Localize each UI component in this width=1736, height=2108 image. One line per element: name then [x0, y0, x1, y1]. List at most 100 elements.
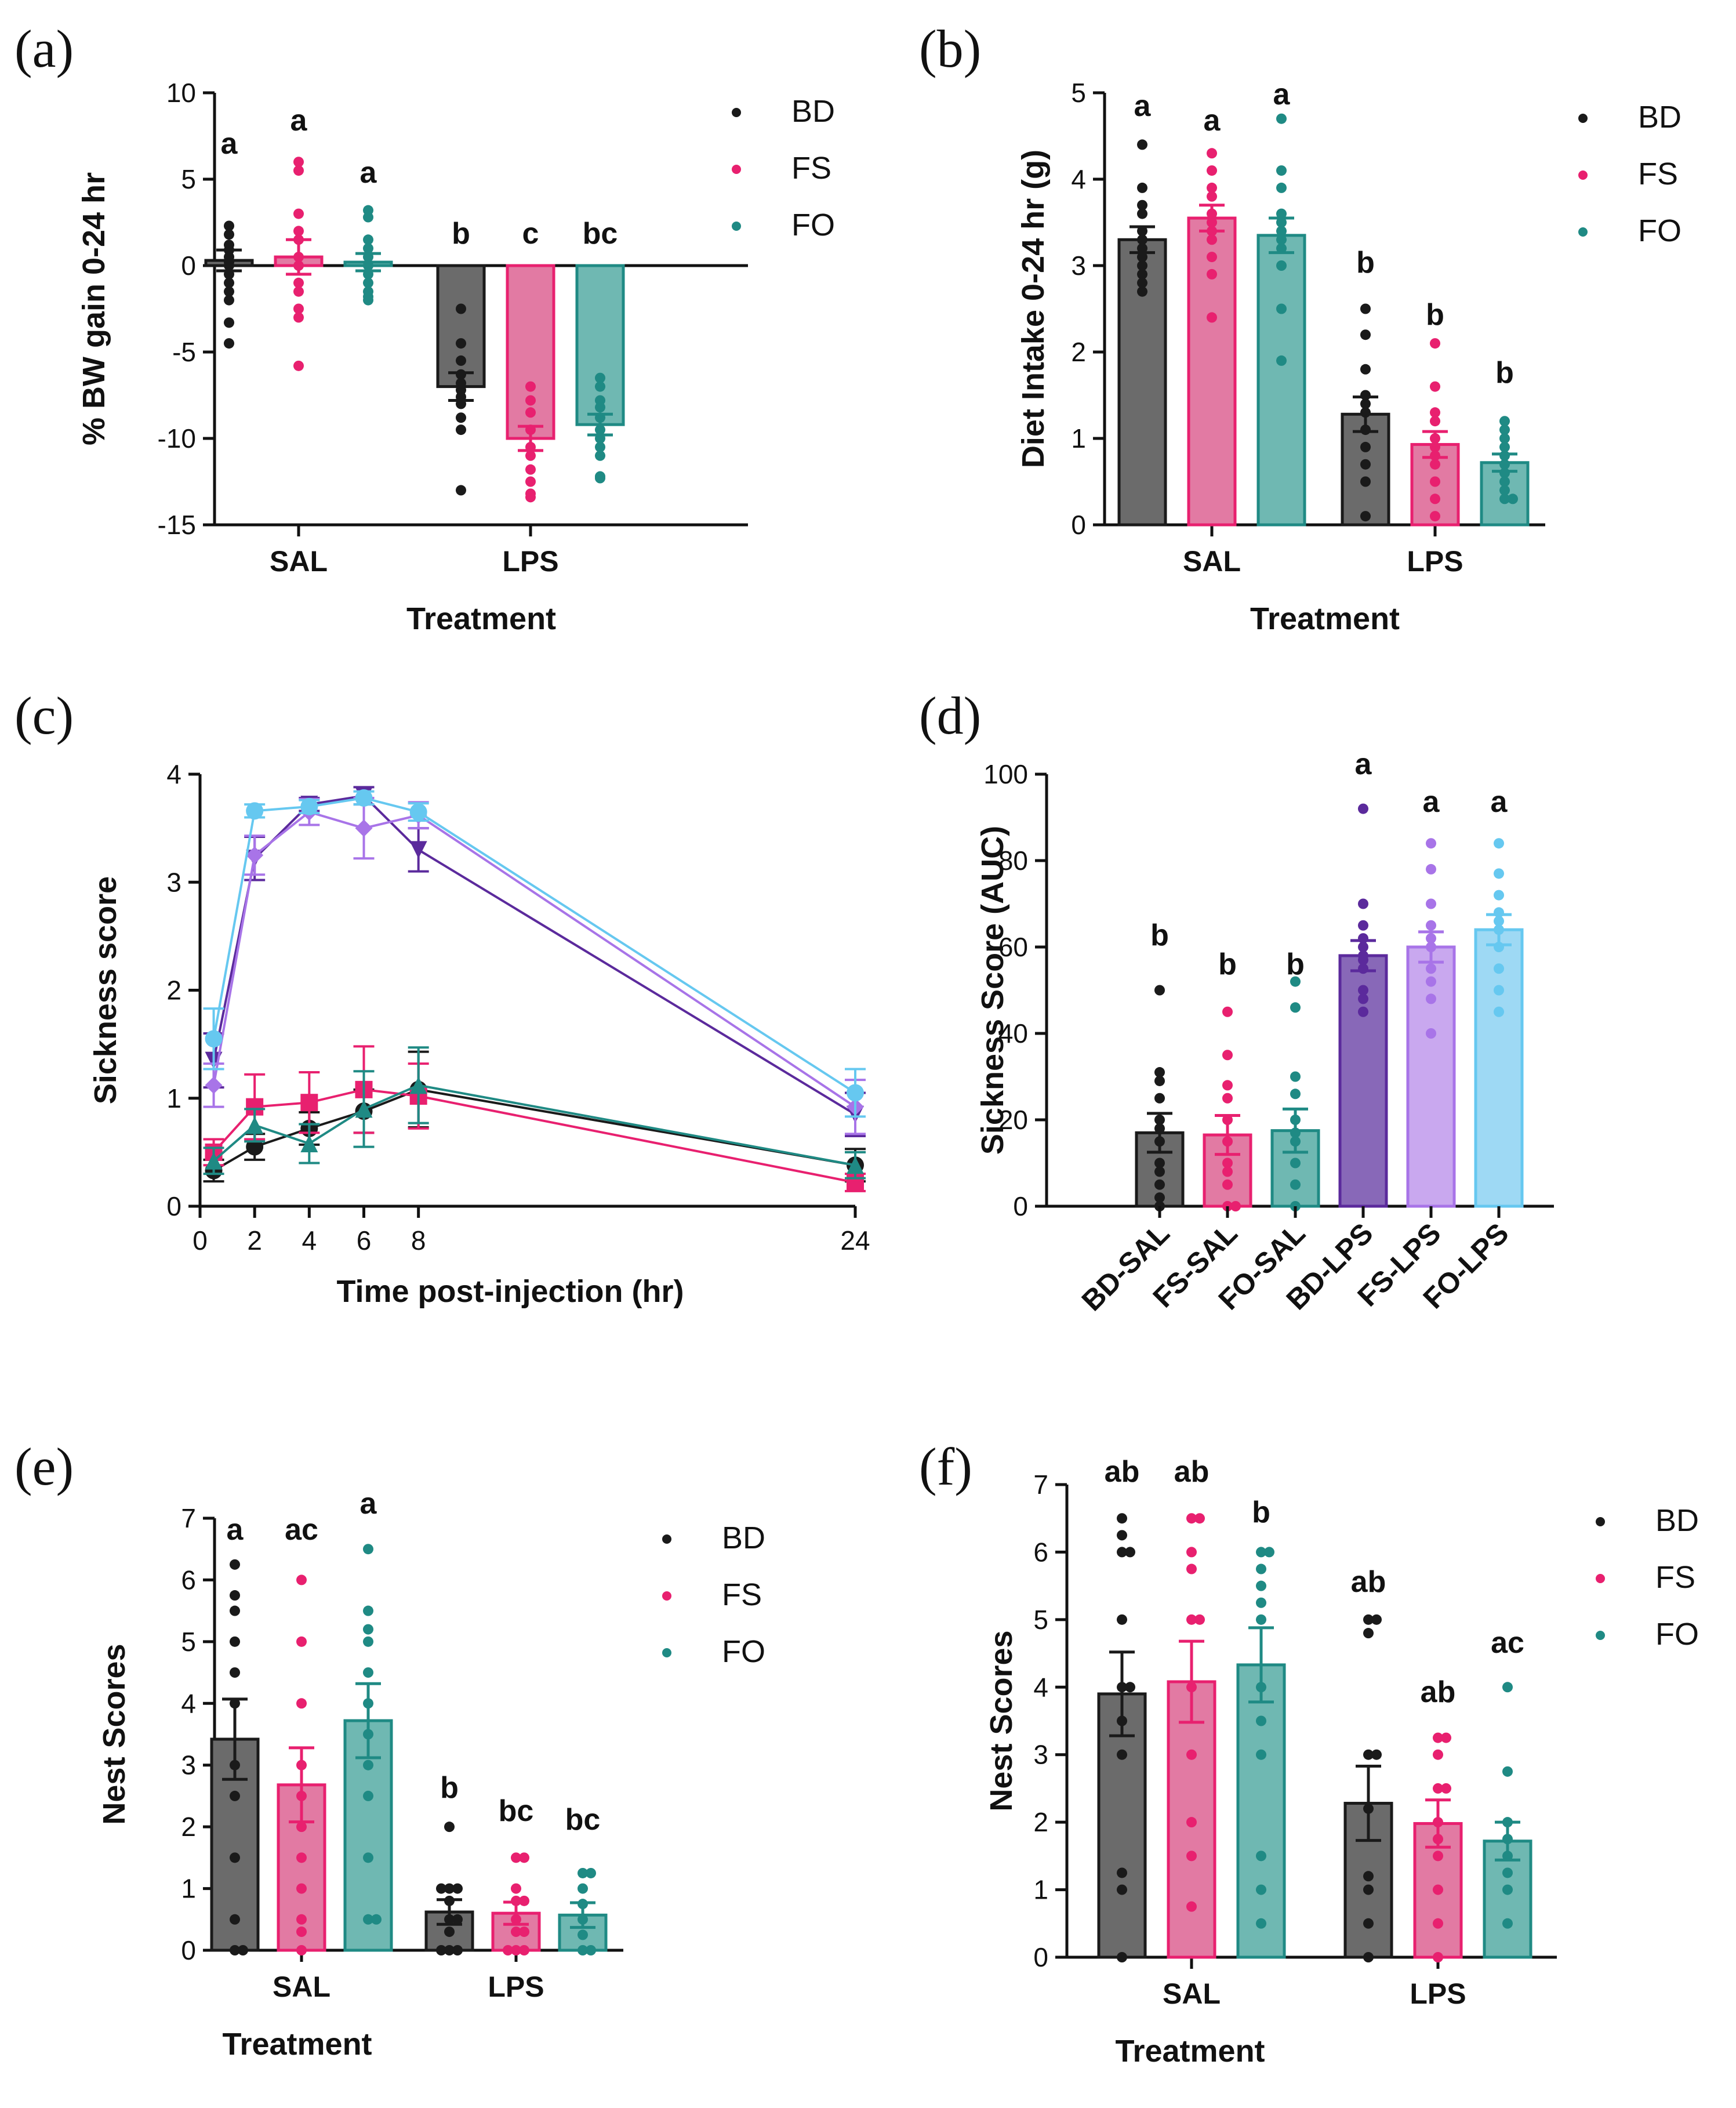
- data-point: [230, 1667, 240, 1678]
- significance-letter: a: [1355, 748, 1372, 781]
- data-point: [1117, 1749, 1127, 1760]
- y-axis-title: Nest Scores: [97, 1643, 132, 1824]
- y-tick-label: -5: [172, 337, 196, 367]
- significance-letter: b: [452, 217, 470, 251]
- data-point: [1430, 476, 1440, 487]
- data-point: [293, 226, 304, 237]
- x-axis-title: Treatment: [1115, 2034, 1265, 2069]
- significance-letter: b: [1150, 919, 1169, 952]
- legend-dot: [1578, 170, 1588, 180]
- data-point: [1290, 1071, 1301, 1082]
- legend-label: BD: [1638, 100, 1681, 135]
- legend-dot: [1596, 1574, 1605, 1583]
- data-point: [1194, 1614, 1205, 1625]
- panel-a: (a) 10 5 0 -5 -10 -15 % BW gain 0-24 hr SAL a a a LP…: [14, 19, 835, 636]
- data-point: [293, 157, 304, 168]
- data-point: [363, 1759, 373, 1770]
- data-point: [296, 1945, 307, 1955]
- data-point: [1186, 1901, 1197, 1912]
- data-point: [1137, 139, 1147, 150]
- data-point: [1426, 976, 1436, 987]
- data-point: [456, 485, 466, 496]
- marker-FO-SAL: [300, 1134, 318, 1152]
- data-point: [1502, 1918, 1513, 1929]
- data-point: [456, 303, 466, 314]
- significance-letter: a: [1204, 104, 1221, 137]
- data-point: [293, 303, 304, 314]
- data-point: [1371, 1749, 1382, 1760]
- data-point: [1125, 1547, 1135, 1558]
- marker-FO-SAL: [409, 1076, 427, 1094]
- data-point: [363, 1544, 373, 1555]
- y-tick-label: 7: [181, 1503, 196, 1533]
- significance-letter: a: [1134, 89, 1152, 123]
- data-point: [1363, 1918, 1374, 1929]
- data-point: [1117, 1513, 1127, 1524]
- marker-FO-LPS: [246, 802, 264, 820]
- y-tick-label: 2: [1071, 337, 1086, 367]
- data-point: [1433, 1851, 1443, 1862]
- data-point: [1137, 252, 1147, 263]
- significance-letter: b: [1495, 356, 1514, 390]
- data-point: [1358, 898, 1368, 909]
- data-point: [230, 1559, 240, 1570]
- data-point: [595, 372, 605, 383]
- data-point: [578, 1929, 588, 1940]
- marker-FO-LPS: [205, 1030, 223, 1048]
- data-point: [1154, 1067, 1165, 1078]
- data-point: [1207, 165, 1217, 176]
- data-point: [1360, 459, 1371, 470]
- data-point: [1290, 1179, 1301, 1190]
- data-point: [452, 1883, 463, 1894]
- data-point: [1276, 113, 1287, 124]
- data-point: [296, 1822, 307, 1833]
- legend-label: FO: [1638, 213, 1681, 248]
- data-point: [1502, 1884, 1513, 1895]
- data-point: [363, 1667, 373, 1678]
- panel-label: (f): [919, 1437, 972, 1496]
- data-point: [1186, 1851, 1197, 1862]
- data-point: [1154, 1179, 1165, 1190]
- significance-letter: b: [1218, 948, 1237, 981]
- data-point: [511, 1852, 521, 1863]
- data-point: [456, 355, 466, 366]
- data-point: [1186, 1547, 1197, 1558]
- y-tick-label: -10: [158, 423, 196, 453]
- data-point: [1426, 963, 1436, 974]
- data-point: [224, 277, 234, 288]
- data-point: [578, 1883, 588, 1894]
- y-tick-label: 0: [1071, 510, 1086, 540]
- data-point: [456, 424, 466, 436]
- significance-letter: c: [522, 217, 539, 251]
- data-point: [1360, 329, 1371, 340]
- significance-letter: ab: [1174, 1455, 1210, 1489]
- data-point: [1186, 1513, 1197, 1524]
- data-point: [444, 1945, 455, 1955]
- data-point: [525, 381, 536, 392]
- data-point: [1154, 1166, 1165, 1177]
- panel-label: (e): [14, 1437, 74, 1496]
- y-tick-label: 5: [181, 164, 196, 194]
- y-tick-label: 80: [998, 846, 1028, 876]
- data-point: [1430, 511, 1440, 522]
- y-axis-title: Diet Intake 0-24 hr (g): [1016, 150, 1051, 468]
- data-point: [230, 1605, 240, 1616]
- data-point: [1276, 182, 1287, 193]
- data-point: [363, 1790, 373, 1801]
- data-point: [452, 1945, 463, 1955]
- legend-dot: [1578, 114, 1588, 123]
- data-point: [1358, 803, 1368, 814]
- data-point: [224, 220, 234, 231]
- significance-letter: a: [1423, 785, 1440, 819]
- data-point: [1264, 1547, 1274, 1558]
- data-point: [444, 1883, 455, 1894]
- data-point: [1207, 182, 1217, 193]
- data-point: [525, 476, 536, 487]
- legend-label: FS: [1655, 1560, 1695, 1595]
- y-tick-label: 5: [1071, 78, 1086, 108]
- data-point: [1430, 459, 1440, 470]
- data-point: [1433, 1884, 1443, 1895]
- significance-letter: a: [1491, 785, 1508, 819]
- y-tick-label: 1: [166, 1083, 181, 1113]
